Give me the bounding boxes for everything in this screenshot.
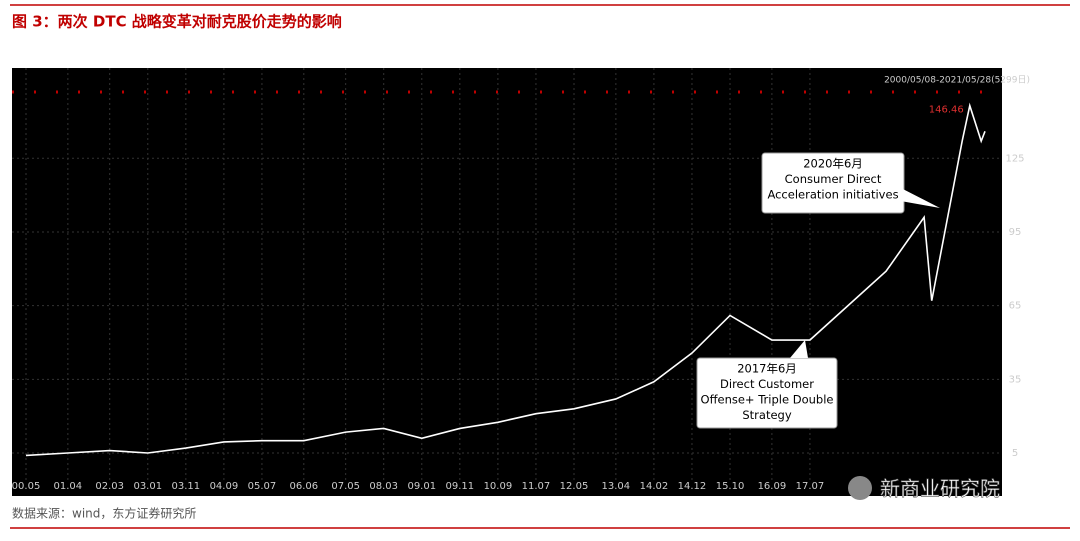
x-tick-label: 01.04 bbox=[54, 481, 83, 492]
figure-title: 图 3：两次 DTC 战略变革对耐克股价走势的影响 bbox=[12, 13, 342, 31]
callout-text: Consumer Direct bbox=[785, 172, 882, 186]
x-tick-label: 03.11 bbox=[172, 481, 201, 492]
x-tick-label: 05.07 bbox=[248, 481, 277, 492]
x-tick-label: 13.04 bbox=[602, 481, 631, 492]
price-line bbox=[25, 102, 986, 457]
x-tick-label: 09.01 bbox=[407, 481, 436, 492]
callout-text: 2017年6月 bbox=[737, 362, 797, 376]
x-tick-label: 14.12 bbox=[678, 481, 707, 492]
x-tick-label: 17.07 bbox=[796, 481, 825, 492]
peak-label: 146.46 bbox=[929, 105, 964, 116]
watermark-icon bbox=[848, 476, 872, 500]
x-tick-label: 10.09 bbox=[484, 481, 513, 492]
y-tick-label: 125 bbox=[1005, 153, 1024, 164]
x-tick-label: 06.06 bbox=[289, 481, 318, 492]
x-tick-label: 03.01 bbox=[133, 481, 162, 492]
callout-pointer bbox=[790, 340, 808, 358]
x-tick-label: 14.02 bbox=[640, 481, 669, 492]
x-tick-label: 16.09 bbox=[758, 481, 787, 492]
y-tick-label: 65 bbox=[1009, 301, 1022, 312]
x-tick-label: 08.03 bbox=[369, 481, 398, 492]
callout-text: Direct Customer bbox=[720, 377, 814, 391]
source: 数据来源：wind，东方证券研究所 bbox=[12, 506, 196, 521]
callout-box bbox=[696, 357, 838, 429]
callout-pointer bbox=[895, 185, 940, 208]
x-tick-label: 11.07 bbox=[522, 481, 551, 492]
y-tick-label: 5 bbox=[1012, 448, 1018, 459]
x-tick-label: 07.05 bbox=[331, 481, 360, 492]
y-tick-label: 35 bbox=[1009, 374, 1022, 385]
plot-background bbox=[12, 68, 1002, 496]
x-tick-label: 04.09 bbox=[210, 481, 239, 492]
x-tick-label: 15.10 bbox=[716, 481, 745, 492]
callout-text: Strategy bbox=[742, 408, 791, 422]
callout-text: Acceleration initiatives bbox=[767, 188, 898, 202]
y-tick-label: 95 bbox=[1009, 227, 1022, 238]
watermark: 新商业研究院 bbox=[880, 477, 1000, 501]
callout-text: 2020年6月 bbox=[803, 157, 863, 171]
callout-box bbox=[761, 152, 905, 214]
x-tick-label: 12.05 bbox=[560, 481, 589, 492]
x-tick-label: 09.11 bbox=[446, 481, 475, 492]
x-tick-label: 02.03 bbox=[95, 481, 124, 492]
x-tick-label: 00.05 bbox=[12, 481, 41, 492]
callout-text: Offense+ Triple Double bbox=[701, 393, 834, 407]
range-label: 2000/05/08-2021/05/28(5299日) bbox=[884, 75, 1030, 86]
